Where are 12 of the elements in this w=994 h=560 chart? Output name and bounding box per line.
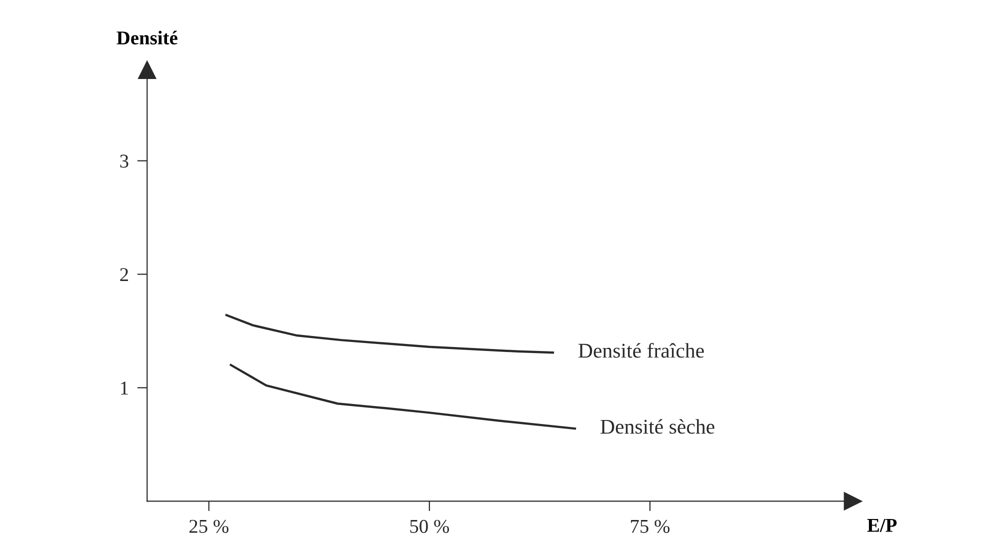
line-series [230, 364, 576, 430]
y-tick-label: 3 [120, 154, 128, 168]
y-tick-label: 1 [121, 382, 128, 394]
series-label: Densité fraîche [578, 342, 704, 358]
x-tick-label: 25 % [189, 520, 228, 534]
series-label: Densité sèche [600, 419, 714, 434]
y-axis-title: Densité [116, 30, 178, 44]
x-tick-label: 50 % [410, 520, 449, 534]
x-axis-title: E/P [867, 518, 897, 532]
x-tick-label: 75 % [630, 520, 670, 534]
line-series [225, 314, 554, 354]
y-tick-label: 2 [120, 268, 128, 281]
